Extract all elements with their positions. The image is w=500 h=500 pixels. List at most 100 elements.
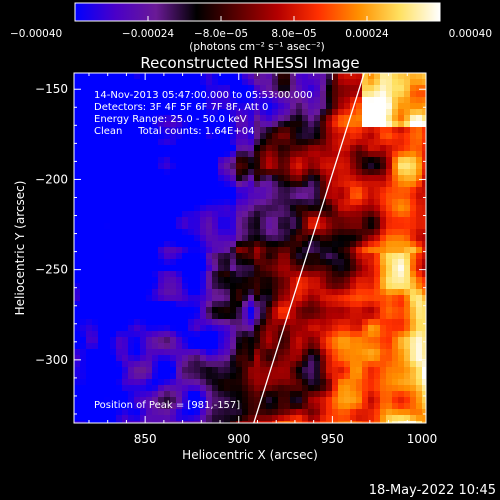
heatmap-cell <box>326 319 333 326</box>
heatmap-cell <box>410 205 417 212</box>
heatmap-cell <box>230 109 237 116</box>
heatmap-cell <box>380 331 387 338</box>
heatmap-cell <box>314 319 321 326</box>
heatmap-cell <box>134 163 141 170</box>
heatmap-cell <box>194 97 201 104</box>
heatmap-cell <box>308 115 315 122</box>
heatmap-cell <box>128 349 135 356</box>
heatmap-cell <box>404 277 411 284</box>
heatmap-cell <box>248 169 255 176</box>
heatmap-cell <box>224 409 231 416</box>
heatmap-cell <box>350 235 357 242</box>
heatmap-cell <box>146 205 153 212</box>
heatmap-cell <box>218 127 225 134</box>
heatmap-cell <box>290 205 297 212</box>
heatmap-cell <box>248 349 255 356</box>
heatmap-cell <box>164 91 171 98</box>
heatmap-cell <box>152 247 159 254</box>
heatmap-cell <box>272 331 279 338</box>
heatmap-cell <box>140 139 147 146</box>
heatmap-cell <box>290 331 297 338</box>
heatmap-cell <box>206 391 213 398</box>
heatmap-cell <box>74 313 81 320</box>
heatmap-cell <box>338 337 345 344</box>
heatmap-cell <box>92 397 99 404</box>
heatmap-cell <box>194 145 201 152</box>
heatmap-cell <box>218 337 225 344</box>
heatmap-cell <box>350 199 357 206</box>
heatmap-cell <box>128 403 135 410</box>
heatmap-cell <box>398 79 405 86</box>
heatmap-cell <box>86 163 93 170</box>
heatmap-cell <box>404 109 411 116</box>
heatmap-cell <box>110 385 117 392</box>
heatmap-cell <box>212 79 219 86</box>
heatmap-cell <box>230 397 237 404</box>
heatmap-cell <box>308 373 315 380</box>
heatmap-cell <box>236 199 243 206</box>
heatmap-cell <box>344 223 351 230</box>
heatmap-cell <box>410 217 417 224</box>
heatmap-cell <box>158 355 165 362</box>
heatmap-cell <box>422 349 426 356</box>
heatmap-cell <box>242 277 249 284</box>
heatmap-cell <box>392 163 399 170</box>
heatmap-cell <box>218 283 225 290</box>
heatmap-cell <box>188 421 195 423</box>
heatmap-cell <box>152 337 159 344</box>
heatmap-cell <box>188 235 195 242</box>
heatmap-cell <box>416 361 423 368</box>
heatmap-cell <box>224 373 231 380</box>
heatmap-cell <box>308 235 315 242</box>
heatmap-cell <box>278 253 285 260</box>
heatmap-cell <box>200 397 207 404</box>
heatmap-cell <box>314 73 321 80</box>
heatmap-cell <box>86 193 93 200</box>
heatmap-cell <box>152 397 159 404</box>
heatmap-cell <box>374 127 381 134</box>
heatmap-cell <box>374 283 381 290</box>
heatmap-cell <box>170 403 177 410</box>
heatmap-cell <box>170 97 177 104</box>
heatmap-cell <box>374 349 381 356</box>
heatmap-cell <box>338 103 345 110</box>
heatmap-cell <box>356 331 363 338</box>
heatmap-cell <box>332 127 339 134</box>
heatmap-cell <box>344 211 351 218</box>
heatmap-cell <box>368 157 375 164</box>
heatmap-cell <box>356 199 363 206</box>
heatmap-cell <box>248 331 255 338</box>
heatmap-cell <box>344 229 351 236</box>
heatmap-cell <box>368 193 375 200</box>
heatmap-cell <box>422 169 426 176</box>
heatmap-cell <box>320 415 327 422</box>
heatmap-cell <box>350 187 357 194</box>
heatmap-cell <box>392 283 399 290</box>
heatmap-cell <box>278 115 285 122</box>
heatmap-cell <box>200 205 207 212</box>
heatmap-cell <box>98 367 105 374</box>
heatmap-cell <box>398 385 405 392</box>
heatmap-cell <box>392 361 399 368</box>
heatmap-cell <box>332 217 339 224</box>
heatmap-cell <box>146 121 153 128</box>
heatmap-cell <box>242 181 249 188</box>
heatmap-cell <box>128 247 135 254</box>
heatmap-cell <box>134 127 141 134</box>
heatmap-cell <box>104 175 111 182</box>
heatmap-cell <box>176 151 183 158</box>
heatmap-cell <box>356 235 363 242</box>
heatmap-cell <box>254 265 261 272</box>
heatmap-cell <box>290 169 297 176</box>
heatmap-cell <box>302 151 309 158</box>
heatmap-cell <box>374 187 381 194</box>
heatmap-cell <box>158 103 165 110</box>
heatmap-cell <box>356 289 363 296</box>
heatmap-cell <box>128 199 135 206</box>
heatmap-cell <box>122 79 129 86</box>
heatmap-cell <box>260 283 267 290</box>
heatmap-cell <box>236 187 243 194</box>
heatmap-cell <box>224 301 231 308</box>
heatmap-cell <box>344 259 351 266</box>
heatmap-cell <box>398 187 405 194</box>
